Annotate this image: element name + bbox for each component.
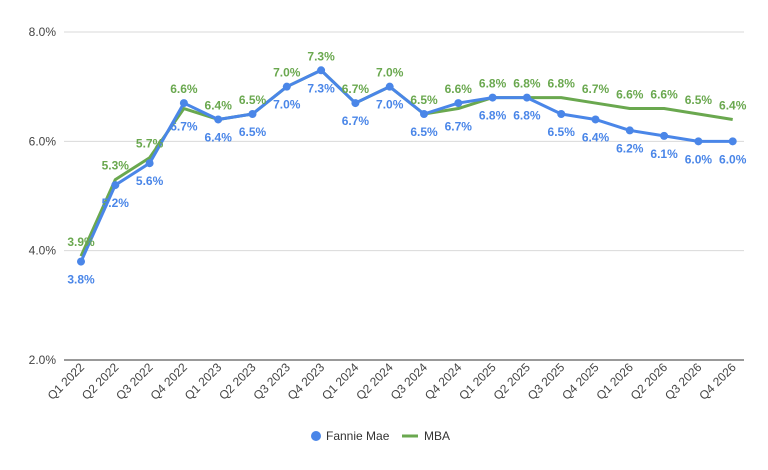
data-label-fannie-mae: 6.7% — [342, 114, 370, 128]
data-label-mba: 5.7% — [136, 137, 164, 151]
data-label-fannie-mae: 6.2% — [616, 141, 644, 155]
data-label-mba: 6.5% — [685, 93, 713, 107]
data-label-mba: 6.6% — [445, 82, 473, 96]
data-label-fannie-mae: 6.5% — [548, 125, 576, 139]
data-label-fannie-mae: 5.6% — [136, 174, 164, 188]
data-label-fannie-mae: 6.5% — [239, 125, 267, 139]
data-label-mba: 6.5% — [239, 93, 267, 107]
y-tick-label: 8.0% — [29, 25, 57, 39]
data-label-fannie-mae: 6.8% — [479, 109, 507, 123]
data-labels: 3.8% 5.2% 5.6% 6.7% 6.4% 6.5% 7.0% 7.3% 6.7% 7.0%… — [67, 49, 746, 286]
data-point-fannie-mae — [77, 257, 85, 266]
data-label-fannie-mae: 6.5% — [410, 125, 438, 139]
x-tick-label: Q4 2022 — [148, 360, 191, 403]
data-label-fannie-mae: 6.0% — [685, 152, 713, 166]
data-label-mba: 6.7% — [342, 82, 370, 96]
data-label-mba: 3.9% — [67, 235, 95, 249]
data-point-fannie-mae — [385, 82, 394, 91]
data-label-mba: 7.3% — [307, 49, 335, 63]
x-tick-label: Q3 2023 — [250, 360, 293, 403]
data-point-fannie-mae — [145, 159, 154, 168]
data-point-fannie-mae — [522, 93, 531, 102]
data-label-mba: 6.4% — [719, 98, 747, 112]
data-label-mba: 5.3% — [102, 159, 130, 173]
data-label-fannie-mae: 3.8% — [67, 273, 95, 287]
legend-label-fannie-mae: Fannie Mae — [326, 429, 390, 443]
data-point-fannie-mae — [317, 66, 326, 75]
data-label-mba: 6.4% — [205, 98, 233, 112]
data-label-mba: 6.7% — [582, 82, 610, 96]
data-point-fannie-mae — [591, 115, 600, 124]
data-label-fannie-mae: 7.3% — [307, 81, 335, 95]
data-label-fannie-mae: 6.1% — [650, 147, 678, 161]
y-tick-label: 6.0% — [29, 134, 57, 148]
x-tick-label: Q3 2022 — [113, 360, 156, 403]
data-point-fannie-mae — [660, 131, 669, 140]
x-tick-label: Q3 2024 — [388, 360, 431, 403]
legend-marker-fannie-mae — [311, 431, 321, 441]
data-point-fannie-mae — [625, 126, 634, 135]
x-tick-label: Q4 2024 — [422, 360, 465, 403]
series-group — [77, 66, 737, 266]
x-tick-label: Q3 2026 — [662, 360, 705, 403]
data-label-fannie-mae: 6.8% — [513, 109, 541, 123]
x-tick-label: Q4 2026 — [696, 360, 739, 403]
data-label-fannie-mae: 7.0% — [376, 98, 404, 112]
data-point-fannie-mae — [557, 110, 566, 118]
data-label-mba: 6.6% — [616, 88, 644, 102]
legend-item-fannie-mae: Fannie Mae — [311, 429, 390, 443]
x-tick-label: Q2 2025 — [491, 360, 534, 403]
data-label-mba: 6.6% — [170, 82, 198, 96]
x-tick-label: Q2 2022 — [79, 360, 122, 403]
x-tick-label: Q2 2024 — [353, 360, 396, 403]
data-label-fannie-mae: 6.7% — [445, 120, 473, 134]
data-label-mba: 6.8% — [479, 77, 507, 91]
data-point-fannie-mae — [179, 99, 188, 108]
data-label-fannie-mae: 7.0% — [273, 98, 301, 112]
legend: Fannie Mae MBA — [311, 429, 450, 443]
x-tick-label: Q1 2024 — [319, 360, 362, 403]
legend-label-mba: MBA — [424, 429, 450, 443]
series-line-fannie-mae — [79, 68, 733, 263]
data-point-fannie-mae — [694, 137, 703, 146]
data-label-mba: 6.8% — [548, 77, 576, 91]
data-point-fannie-mae — [420, 110, 428, 118]
x-tick-label: Q2 2026 — [628, 360, 671, 403]
data-point-fannie-mae — [488, 93, 497, 102]
data-point-fannie-mae — [351, 99, 360, 108]
data-label-fannie-mae: 6.4% — [582, 130, 610, 144]
y-axis: 2.0% 4.0% 6.0% 8.0% — [29, 25, 57, 367]
data-label-mba: 6.6% — [650, 88, 678, 102]
data-label-mba: 6.5% — [410, 93, 438, 107]
data-label-mba: 7.0% — [273, 66, 301, 80]
data-label-fannie-mae: 6.4% — [205, 130, 233, 144]
data-point-fannie-mae — [282, 82, 291, 91]
data-point-fannie-mae — [728, 137, 737, 146]
data-label-fannie-mae: 6.0% — [719, 152, 747, 166]
data-label-mba: 6.8% — [513, 77, 541, 91]
data-point-fannie-mae — [111, 181, 120, 190]
x-tick-label: Q1 2025 — [456, 360, 499, 403]
x-tick-label: Q1 2023 — [182, 360, 225, 403]
data-point-fannie-mae — [248, 110, 257, 118]
x-tick-label: Q4 2023 — [285, 360, 328, 403]
gridlines — [64, 31, 744, 361]
y-tick-label: 2.0% — [29, 353, 57, 367]
x-tick-label: Q3 2025 — [525, 360, 568, 403]
y-tick-label: 4.0% — [29, 244, 57, 258]
legend-item-mba: MBA — [402, 429, 450, 443]
x-tick-label: Q4 2025 — [559, 360, 602, 403]
x-tick-label: Q1 2026 — [593, 360, 636, 403]
data-point-fannie-mae — [454, 99, 463, 108]
data-label-fannie-mae: 5.2% — [102, 196, 130, 210]
data-point-fannie-mae — [214, 115, 223, 124]
data-label-mba: 7.0% — [376, 66, 404, 80]
data-label-fannie-mae: 6.7% — [170, 120, 198, 134]
x-tick-label: Q2 2023 — [216, 360, 259, 403]
